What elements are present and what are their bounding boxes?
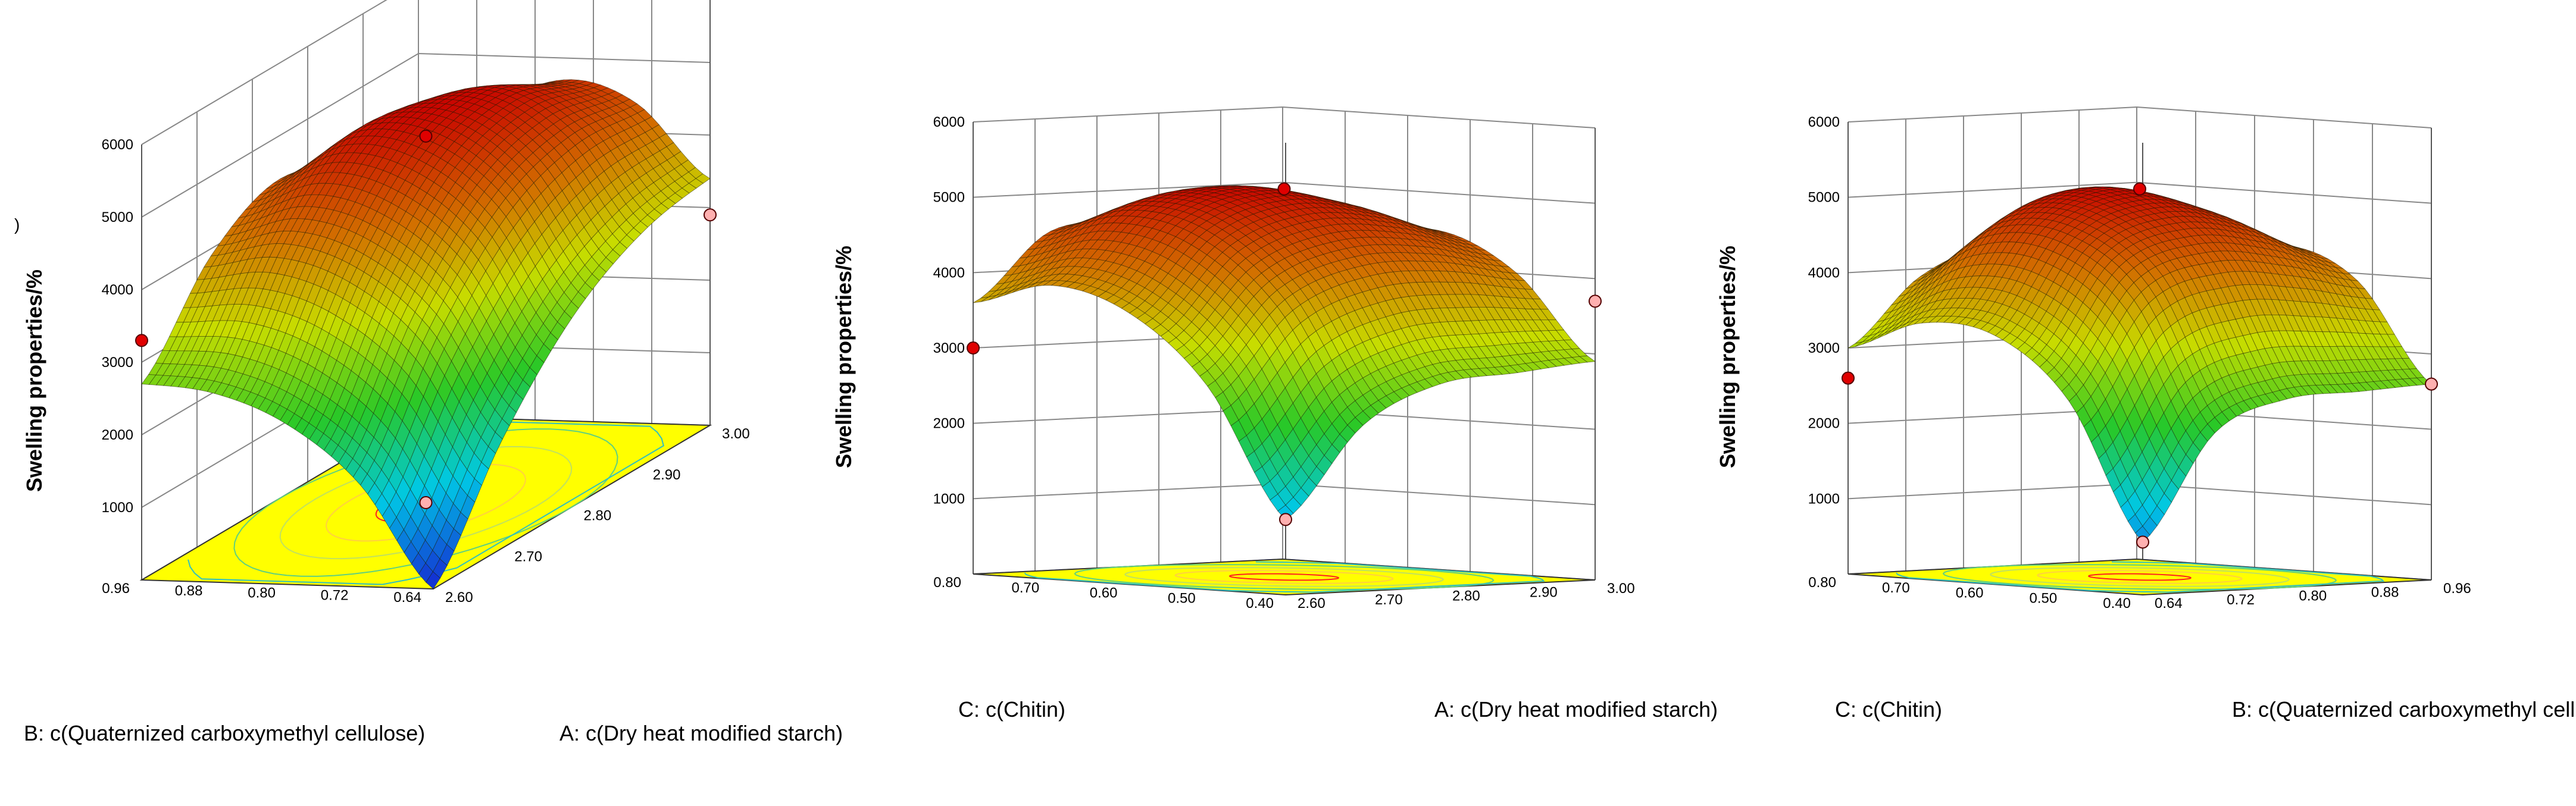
design-point [704, 208, 717, 222]
z-axis-title: Swelling properties/% [22, 269, 46, 492]
floor-contour [1074, 564, 1495, 590]
z-tick-label: 1000 [1808, 491, 1840, 507]
design-point [135, 334, 148, 347]
y-tick-label: 2.70 [1375, 592, 1403, 608]
z-tick-label: 2000 [933, 416, 965, 432]
design-point [1277, 182, 1291, 196]
y-tick-label: 2.90 [653, 467, 681, 483]
z-tick-label: 5000 [933, 190, 965, 206]
y-axis: 2.60 2.70 2.80 2.90 3.00 [445, 426, 750, 606]
z-tick-label: 4000 [1808, 265, 1840, 281]
y-axis-title: A: c(Dry heat modified starch) [559, 721, 843, 745]
y-tick-label: 2.80 [1452, 588, 1480, 604]
y-tick-label: 3.00 [1607, 581, 1635, 597]
z-axis: 1000 2000 3000 4000 5000 6000 [1808, 114, 1840, 507]
wall-gridline [1847, 106, 2432, 128]
y-tick-label: 0.64 [2155, 595, 2183, 611]
y-tick-label: 0.88 [2371, 584, 2399, 600]
z-axis-title: Swelling properties/% [1715, 246, 1740, 468]
z-axis-title: Swelling properties/% [831, 246, 856, 468]
response-surface-plot-ac: 1000 2000 3000 4000 5000 6000 0.40 0.50 0.60 0.70… [831, 106, 1718, 722]
design-point [2136, 535, 2149, 549]
contour-floor [973, 558, 1596, 596]
response-surface-plot-ab: 1000 2000 3000 4000 5000 6000 0.64 0.72 0.80 0.88… [14, 0, 843, 745]
z-tick-label: 1000 [102, 500, 133, 516]
y-tick-label: 2.90 [1530, 584, 1558, 600]
response-surface [1847, 186, 2432, 542]
wall-gridline [141, 52, 711, 218]
x-tick-label: 0.96 [102, 581, 130, 597]
floor-contour [1124, 567, 1445, 587]
x-tick-label: 0.88 [175, 583, 203, 599]
design-point [1279, 513, 1292, 526]
design-point [967, 341, 980, 355]
x-tick-label: 0.64 [393, 589, 421, 606]
z-tick-label: 6000 [933, 114, 965, 130]
z-tick-label: 4000 [933, 265, 965, 281]
contour-floor [1847, 558, 2432, 596]
z-tick-label: 3000 [102, 355, 133, 371]
x-axis-title: B: c(Quaternized carboxymethyl cellulose… [24, 721, 425, 745]
z-tick-label: 2000 [1808, 416, 1840, 432]
design-point [2133, 182, 2146, 196]
floor-contour [1024, 561, 1545, 593]
y-tick-label: 0.96 [2443, 581, 2471, 597]
z-axis: 1000 2000 3000 4000 5000 6000 [933, 114, 965, 507]
design-point [2425, 377, 2438, 391]
floor-contour [1228, 573, 1340, 581]
z-tick-label: 3000 [933, 340, 965, 356]
stray-mark: ) [14, 215, 20, 234]
y-tick-label: 2.80 [584, 508, 612, 524]
response-surface [141, 79, 711, 589]
z-tick-label: 6000 [1808, 114, 1840, 130]
x-tick-label: 0.80 [1808, 575, 1836, 591]
z-tick-label: 5000 [1808, 190, 1840, 206]
design-point [419, 496, 433, 509]
z-tick-label: 2000 [102, 427, 133, 443]
response-surface [973, 185, 1596, 520]
z-tick-label: 1000 [933, 491, 965, 507]
wall-gridline [141, 0, 387, 145]
z-tick-label: 6000 [102, 137, 133, 153]
x-tick-label: 0.50 [2030, 590, 2058, 606]
y-tick-label: 0.80 [2299, 588, 2327, 604]
z-tick-label: 5000 [102, 209, 133, 225]
z-axis: 1000 2000 3000 4000 5000 6000 [102, 137, 133, 516]
x-axis-title: C: c(Chitin) [958, 697, 1065, 722]
response-surface-plot-bc: 1000 2000 3000 4000 5000 6000 0.40 0.50 0.60 0.70… [1715, 106, 2576, 722]
y-tick-label: 2.60 [445, 589, 473, 606]
x-tick-label: 0.40 [1246, 595, 1274, 611]
design-point [1589, 294, 1602, 308]
x-tick-label: 0.80 [248, 585, 276, 601]
x-tick-label: 0.70 [1882, 580, 1910, 596]
x-tick-label: 0.50 [1168, 590, 1196, 606]
x-tick-label: 0.60 [1956, 585, 1984, 601]
x-tick-label: 0.40 [2103, 595, 2131, 611]
y-tick-label: 3.00 [722, 426, 750, 442]
x-tick-label: 0.60 [1090, 585, 1118, 601]
wall-gridline [973, 106, 1596, 128]
z-tick-label: 4000 [102, 282, 133, 298]
y-tick-label: 2.60 [1298, 595, 1325, 611]
x-tick-label: 0.80 [933, 575, 961, 591]
y-tick-label: 2.70 [514, 548, 542, 564]
y-axis-title: B: c(Quaternized carboxymethyl cellulose… [2232, 697, 2576, 722]
wall-gridline [973, 181, 1596, 204]
floor-contour [1174, 570, 1394, 584]
x-axis: 0.64 0.72 0.80 0.88 0.96 [102, 581, 421, 606]
surface-cell [426, 571, 441, 589]
x-tick-label: 0.70 [1012, 580, 1040, 596]
design-point [419, 129, 433, 143]
y-tick-label: 0.72 [2227, 592, 2255, 608]
z-tick-label: 3000 [1808, 340, 1840, 356]
y-axis-title: A: c(Dry heat modified starch) [1434, 697, 1718, 722]
x-tick-label: 0.72 [321, 587, 349, 603]
design-point [1842, 371, 1855, 385]
x-axis-title: C: c(Chitin) [1835, 697, 1942, 722]
